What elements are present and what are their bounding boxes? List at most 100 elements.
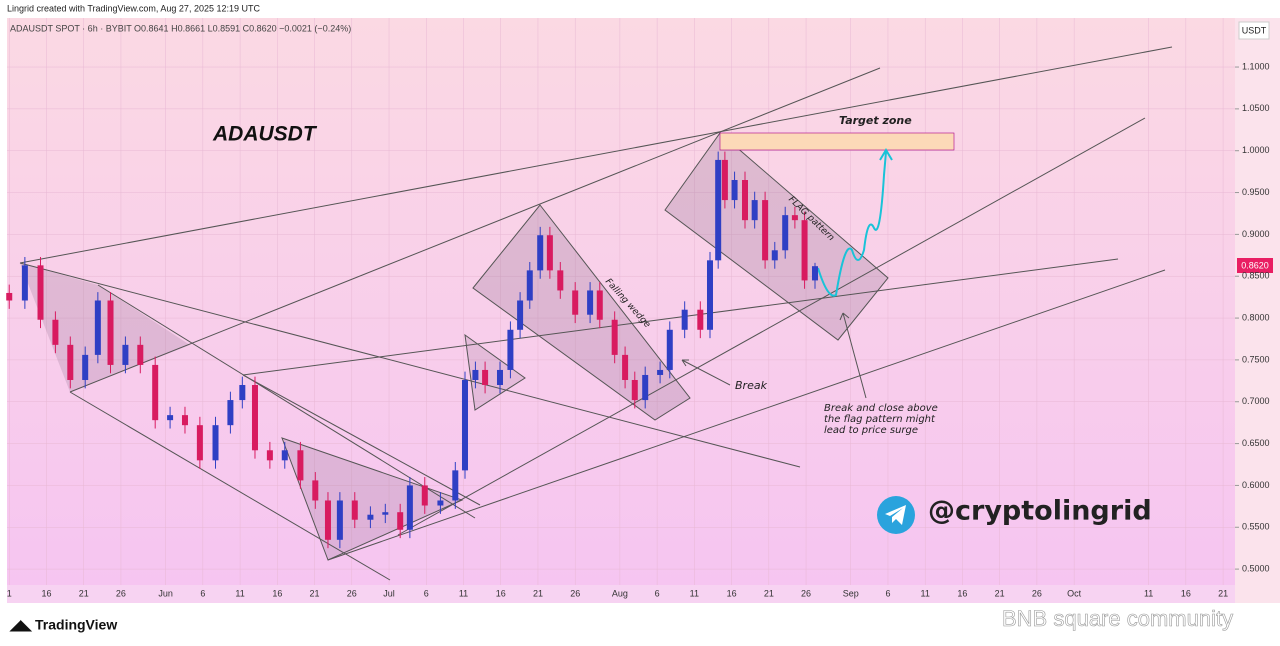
triangle-shade [20,263,190,392]
candle-body [152,364,159,421]
candle-body [421,485,428,506]
x-tick-label: 21 [995,588,1005,598]
y-tick-label: 0.6000 [1242,480,1270,490]
trendline [242,258,1119,376]
annotation: Break and close above [824,403,938,414]
candle-body [452,470,459,501]
annotation: the flag pattern might [824,414,936,425]
trendline [242,374,481,506]
candle-body [715,159,722,261]
candle-body [526,270,533,301]
candle-body [472,369,479,380]
x-tick-label: 21 [79,588,89,598]
candle-body [642,374,649,401]
x-tick-label: 26 [116,588,126,598]
x-tick-label: 16 [41,588,51,598]
x-tick-label: 11 [921,588,930,598]
x-tick-label: 16 [1181,588,1191,598]
y-tick-label: 1.1000 [1242,61,1270,71]
y-tick-label: 0.6500 [1242,438,1270,448]
candle-body [622,354,629,380]
x-tick-label: 11 [690,588,699,598]
candle-body [251,385,258,451]
trendline [327,269,1166,561]
candle-body [611,319,618,355]
candle-body [227,400,234,426]
candle-body [312,480,319,501]
candle-body [811,266,818,281]
candle-body [507,329,514,370]
x-tick-label: 6 [200,588,205,598]
x-tick-label: Aug [612,588,628,598]
candle-body [266,450,273,461]
price-tag [1237,258,1273,273]
x-tick-label: 26 [1032,588,1042,598]
x-tick-label: 11 [235,588,244,598]
candle-body [324,500,331,540]
candle-body [762,200,769,261]
handle: @cryptolingrid [928,496,1152,527]
x-tick-label: 16 [957,588,967,598]
y-tick-label: 0.9000 [1242,229,1270,239]
candle-body [167,415,174,421]
x-tick-label: Sep [843,588,859,598]
grid [7,18,1235,585]
y-tick-label: 0.7500 [1242,354,1270,364]
candle-body [94,300,101,355]
trendline [19,46,1173,264]
candle-body [6,292,13,301]
candle-body [557,270,564,291]
x-tick-label: 21 [310,588,320,598]
drawings [19,46,1173,581]
scale-unit: USDT [1242,25,1267,35]
x-tick-label: 26 [570,588,580,598]
time-scale [7,585,1235,603]
brand: TradingView [35,617,117,633]
candle-body [406,485,413,530]
trendline [397,117,1146,536]
annotation: lead to price surge [824,425,918,436]
candle-body [741,180,748,221]
candle-body [751,200,758,221]
y-tick-label: 0.8500 [1242,271,1270,281]
x-tick-label: 21 [1218,588,1228,598]
x-tick-label: 6 [885,588,890,598]
candle-body [212,425,219,461]
x-tick-label: Oct [1067,588,1082,598]
trendline [19,262,801,468]
candle-body [657,369,664,375]
candle-body [596,290,603,320]
triangle-shade [464,333,526,411]
x-tick-label: 16 [496,588,506,598]
candle-body [397,512,404,530]
x-tick-label: 16 [272,588,282,598]
candle-body [181,415,188,426]
candle-body [37,265,44,320]
candle-body [681,309,688,330]
unit-box [1238,21,1270,40]
candles [6,151,818,549]
x-tick-label: 6 [655,588,660,598]
candle-body [367,514,374,520]
credit: Lingrid created with TradingView.com, Au… [7,3,260,13]
chart-title: ADAUSDT [212,123,318,146]
candle-body [461,379,468,471]
candle-body [52,319,59,345]
y-tick-label: 1.0500 [1242,103,1270,113]
candle-body [697,309,704,330]
candle-body [437,500,444,506]
y-tick-label: 0.8000 [1242,312,1270,322]
candle-body [587,290,594,315]
x-tick-label: 26 [801,588,811,598]
candle-body [546,235,553,271]
candle-body [666,329,673,370]
brand-logo: ◢◣ [9,617,33,633]
y-tick-label: 1.0000 [1242,145,1270,155]
x-tick-label: 6 [424,588,429,598]
price-scale [1235,18,1280,603]
candle-body [517,300,524,330]
candle-body [336,500,343,540]
arrow [839,312,867,399]
x-tick-label: 11 [1144,588,1153,598]
